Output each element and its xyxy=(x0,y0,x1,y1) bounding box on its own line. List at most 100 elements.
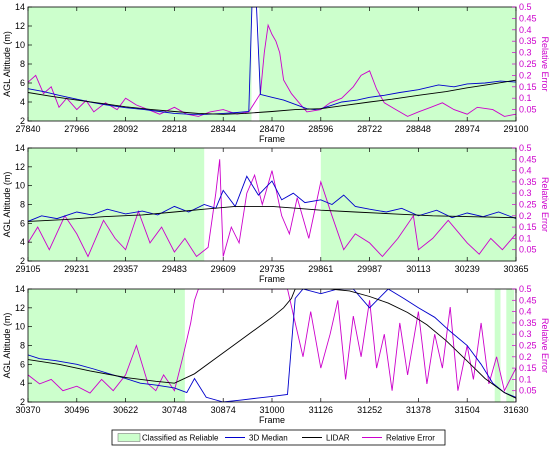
reliable-region-1 xyxy=(28,289,185,402)
y-tick-label: 12 xyxy=(15,21,25,31)
y2-tick-label: 0.05 xyxy=(519,105,537,115)
panel-3: 2 4 6 8 10 12 14 0.05 0.10.150.20.25 0.30.350.4 0.… xyxy=(2,284,550,425)
x-tick-label: 29231 xyxy=(64,264,89,274)
y2-tick-label: 0.25 xyxy=(519,341,537,351)
y-tick-label: 14 xyxy=(15,2,25,12)
x-tick-label: 30622 xyxy=(113,405,138,415)
x-tick-label: 30748 xyxy=(162,405,187,415)
y2-tick-label: 0.3 xyxy=(519,329,532,339)
y-tick-label: 2 xyxy=(20,397,25,407)
panel-2: 2 4 6 8 10 12 14 0.05 0.10.150.20.25 0.30.350.4 0.… xyxy=(2,143,550,284)
3d-median-line xyxy=(28,7,516,115)
x-tick-label: 28848 xyxy=(406,124,431,134)
y-tick-label: 12 xyxy=(15,303,25,313)
x-tick-label: 31630 xyxy=(503,405,528,415)
y2-axis-label: Relative Error xyxy=(540,177,550,232)
x-tick-label: 27966 xyxy=(64,124,89,134)
y-tick-label: 4 xyxy=(20,97,25,107)
x-tick-label: 31252 xyxy=(357,405,382,415)
y2-tick-label: 0.25 xyxy=(519,59,537,69)
x-tick-label: 29861 xyxy=(308,264,333,274)
y2-axis-label: Relative Error xyxy=(540,318,550,373)
y2-tick-label: 0.15 xyxy=(519,82,537,92)
x-tick-label: 28218 xyxy=(162,124,187,134)
lidar-line xyxy=(28,289,516,399)
panel-1: 2 4 6 8 10 12 14 0.05 0.10.15 0.20.250.3 0.350.4 0.… xyxy=(2,2,550,144)
y2-tick-label: 0.3 xyxy=(519,188,532,198)
y2-tick-label: 0.2 xyxy=(519,70,532,80)
x-tick-label: 29483 xyxy=(162,264,187,274)
y-tick-label: 14 xyxy=(15,143,25,153)
y2-tick-label: 0.05 xyxy=(519,386,537,396)
legend-swatch-reliable xyxy=(117,433,141,442)
x-tick-label: 28596 xyxy=(308,124,333,134)
x-tick-label: 31000 xyxy=(259,405,284,415)
y2-tick-label: 0.15 xyxy=(519,222,537,232)
reliable-region-2 xyxy=(259,7,516,121)
y2-tick-label: 0.45 xyxy=(519,295,537,305)
y2-tick-label: 0.35 xyxy=(519,177,537,187)
x-tick-label: 29735 xyxy=(259,264,284,274)
legend: Classified as Reliable 3D Median LIDAR Rela… xyxy=(111,429,446,446)
y2-tick-label: 0.1 xyxy=(519,233,532,243)
x-tick-label: 30239 xyxy=(455,264,480,274)
x-tick-label: 30365 xyxy=(503,264,528,274)
x-tick-label: 27840 xyxy=(15,124,40,134)
x-tick-label: 28974 xyxy=(455,124,480,134)
y-tick-label: 8 xyxy=(20,200,25,210)
y-tick-label: 6 xyxy=(20,218,25,228)
y-axis-label: AGL Altitude (m) xyxy=(2,313,12,379)
relative-error-line xyxy=(28,159,516,258)
x-tick-label: 29105 xyxy=(15,264,40,274)
y2-tick-label: 0.3 xyxy=(519,48,532,58)
y2-tick-label: 0.5 xyxy=(519,143,532,153)
x-tick-label: 30113 xyxy=(406,264,430,274)
legend-label-error: Relative Error xyxy=(386,434,435,443)
y-axis-label: AGL Altitude (m) xyxy=(2,31,12,97)
y2-tick-label: 0.5 xyxy=(519,2,532,12)
x-tick-label: 31378 xyxy=(406,405,431,415)
x-tick-label: 28722 xyxy=(357,124,382,134)
y-tick-label: 10 xyxy=(15,40,25,50)
y2-tick-label: 0.2 xyxy=(519,352,532,362)
legend-label-lidar: LIDAR xyxy=(326,434,350,443)
y-tick-label: 14 xyxy=(15,284,25,294)
x-tick-label: 28092 xyxy=(113,124,138,134)
x-tick-label: 29609 xyxy=(211,264,236,274)
x-tick-label: 29100 xyxy=(503,124,528,134)
y2-tick-label: 0.45 xyxy=(519,13,537,23)
x-tick-label: 30874 xyxy=(211,405,236,415)
y-tick-label: 2 xyxy=(20,116,25,126)
y2-tick-label: 0.5 xyxy=(519,284,532,294)
y2-tick-label: 0.05 xyxy=(519,245,537,255)
x-tick-label: 31504 xyxy=(455,405,480,415)
relative-error-line xyxy=(28,23,516,117)
y-tick-label: 8 xyxy=(20,59,25,69)
y2-tick-label: 0.1 xyxy=(519,374,532,384)
x-axis-label: Frame xyxy=(259,134,285,144)
y-tick-label: 10 xyxy=(15,181,25,191)
x-tick-label: 31126 xyxy=(309,405,333,415)
y2-tick-label: 0.35 xyxy=(519,36,537,46)
y2-tick-label: 0.45 xyxy=(519,154,537,164)
y-tick-label: 4 xyxy=(20,378,25,388)
y2-tick-label: 0.4 xyxy=(519,307,532,317)
x-tick-label: 28470 xyxy=(259,124,284,134)
y-tick-label: 6 xyxy=(20,78,25,88)
reliable-region-3 xyxy=(506,289,515,402)
lidar-line xyxy=(28,79,516,115)
y2-tick-label: 0.25 xyxy=(519,200,537,210)
y-tick-label: 8 xyxy=(20,341,25,351)
reliable-region-2 xyxy=(494,289,501,402)
legend-label-median: 3D Median xyxy=(249,434,288,443)
x-axis-label: Frame xyxy=(259,415,285,425)
y-tick-label: 10 xyxy=(15,322,25,332)
y2-tick-label: 0.4 xyxy=(519,166,532,176)
y-tick-label: 2 xyxy=(20,256,25,266)
y2-tick-label: 0.1 xyxy=(519,93,532,103)
legend-box xyxy=(111,429,446,446)
x-axis-label: Frame xyxy=(259,274,285,284)
y2-tick-label: 0.35 xyxy=(519,318,537,328)
